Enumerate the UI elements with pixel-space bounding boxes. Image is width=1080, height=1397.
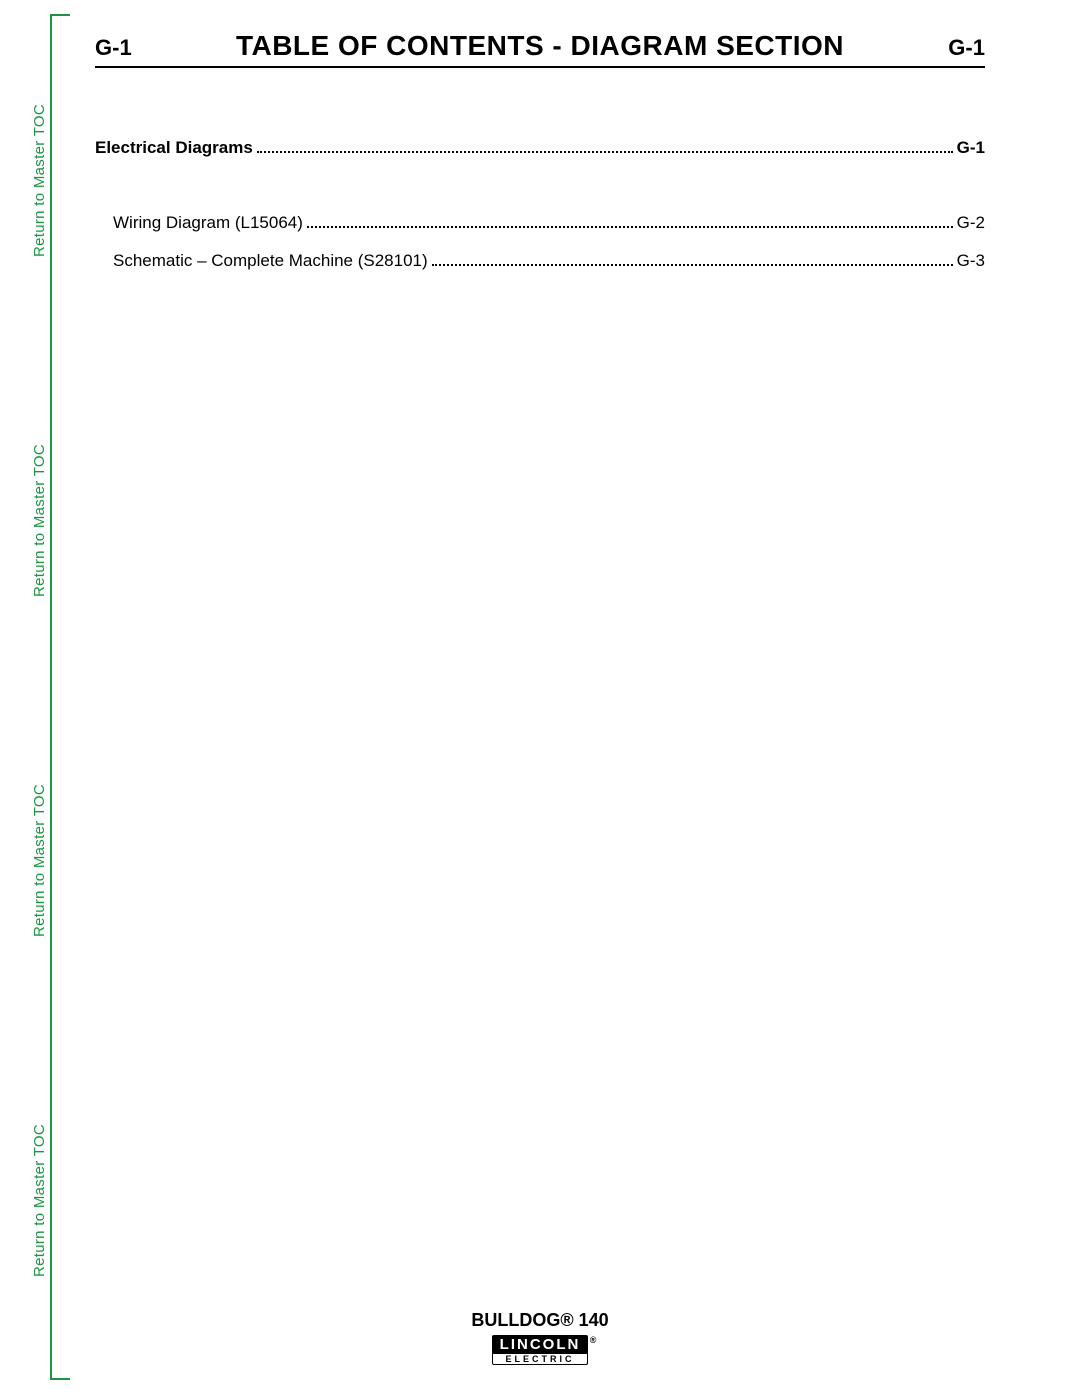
toc-leader xyxy=(432,256,953,266)
sidebar-link-text: Return to Master TOC xyxy=(31,444,48,597)
toc-entry-page: G-2 xyxy=(957,213,985,233)
logo-brand-top: LINCOLN ® xyxy=(492,1335,589,1354)
toc-entry[interactable]: Wiring Diagram (L15064) G-2 xyxy=(95,213,985,233)
sidebar-link-text: Return to Master TOC xyxy=(31,1124,48,1277)
toc-section[interactable]: Electrical Diagrams G-1 xyxy=(95,138,985,158)
return-master-toc-link[interactable]: Return to Master TOC xyxy=(30,80,48,280)
toc-entry-label: Schematic – Complete Machine (S28101) xyxy=(113,251,428,271)
registered-icon: ® xyxy=(590,1335,599,1345)
footer-model: BULLDOG® 140 xyxy=(0,1310,1080,1331)
return-master-toc-link[interactable]: Return to Master TOC xyxy=(30,1100,48,1300)
page-number-right: G-1 xyxy=(948,35,985,61)
logo-brand-bottom: ELECTRIC xyxy=(492,1354,589,1365)
page-content: G-1 TABLE OF CONTENTS - DIAGRAM SECTION … xyxy=(95,30,985,289)
table-of-contents: Electrical Diagrams G-1 Wiring Diagram (… xyxy=(95,138,985,271)
return-master-toc-link[interactable]: Return to Master TOC xyxy=(30,420,48,620)
toc-leader xyxy=(307,218,953,228)
page-title: TABLE OF CONTENTS - DIAGRAM SECTION xyxy=(236,30,844,62)
toc-entry-page: G-3 xyxy=(957,251,985,271)
return-master-toc-link[interactable]: Return to Master TOC xyxy=(30,760,48,960)
toc-entry[interactable]: Schematic – Complete Machine (S28101) G-… xyxy=(95,251,985,271)
toc-section-page: G-1 xyxy=(957,138,985,158)
sidebar-link-text: Return to Master TOC xyxy=(31,104,48,257)
sidebar-link-text: Return to Master TOC xyxy=(31,784,48,937)
page-border xyxy=(50,14,70,1380)
page-footer: BULLDOG® 140 LINCOLN ® ELECTRIC xyxy=(0,1310,1080,1367)
toc-entry-label: Wiring Diagram (L15064) xyxy=(113,213,303,233)
page-header: G-1 TABLE OF CONTENTS - DIAGRAM SECTION … xyxy=(95,30,985,68)
toc-leader xyxy=(257,143,953,153)
toc-section-label: Electrical Diagrams xyxy=(95,138,253,158)
lincoln-electric-logo: LINCOLN ® ELECTRIC xyxy=(492,1335,589,1365)
page-number-left: G-1 xyxy=(95,35,132,61)
